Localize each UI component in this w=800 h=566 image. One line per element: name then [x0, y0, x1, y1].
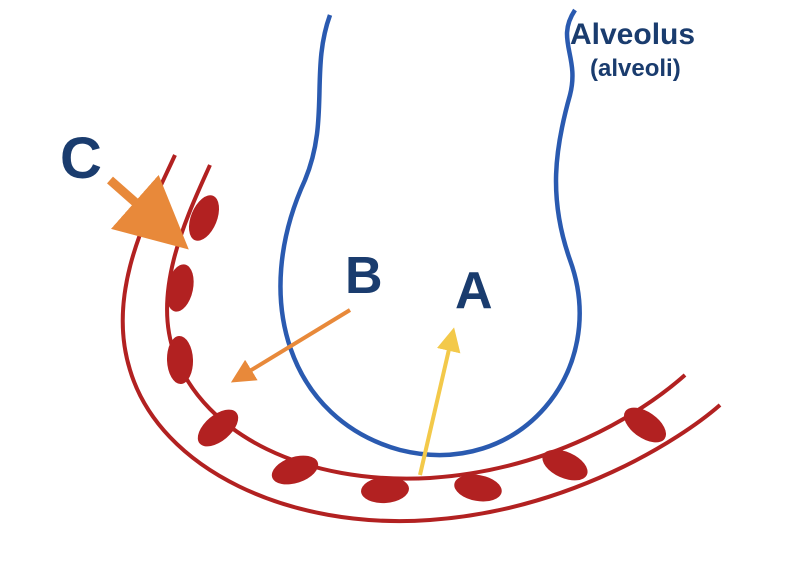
capillary-inner-wall	[167, 165, 685, 479]
arrow-c	[110, 180, 178, 240]
arrow-b	[235, 310, 350, 380]
label-a: A	[455, 265, 493, 317]
red-blood-cell	[191, 403, 244, 454]
label-alveoli: (alveoli)	[590, 55, 681, 83]
label-b: B	[345, 250, 383, 302]
label-alveolus: Alveolus	[570, 20, 695, 50]
diagram-canvas: C B A Alveolus (alveoli)	[0, 0, 800, 566]
alveolus-outline	[280, 10, 579, 455]
label-c: C	[60, 130, 102, 188]
red-blood-cell	[268, 450, 322, 490]
diagram-svg	[0, 0, 800, 566]
red-blood-cell	[538, 443, 592, 486]
red-blood-cells	[162, 191, 672, 505]
